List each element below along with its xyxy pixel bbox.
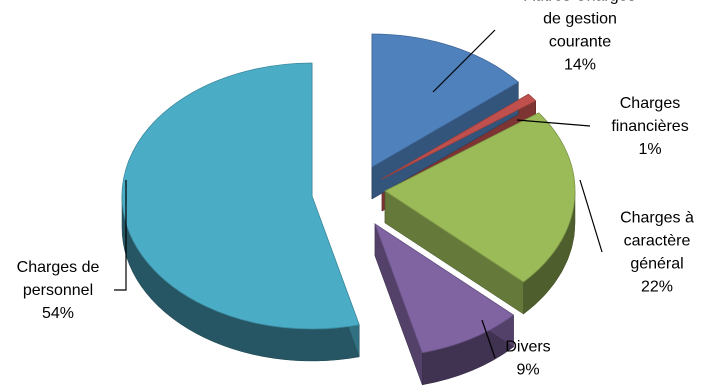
slice-label: Charges à <box>620 210 694 227</box>
leader-line-3 <box>481 319 496 359</box>
pie-slice-0 <box>371 33 520 168</box>
slice-labels: Autres Charges de gestion courante 14% Charg… <box>17 0 694 379</box>
leader-line-0 <box>432 29 496 93</box>
slice-label: courante <box>549 34 611 51</box>
slice-label: caractère <box>624 233 691 250</box>
slice-percent-label: 9% <box>516 362 539 379</box>
slice-percent-label: 22% <box>641 279 673 296</box>
slice-tops <box>121 33 576 354</box>
pie-slice-1 <box>381 93 537 180</box>
slice-label: de gestion <box>543 11 617 28</box>
leader-line-4 <box>114 180 127 291</box>
pie-slice-2 <box>384 112 576 283</box>
slice-label: Divers <box>505 339 550 356</box>
slice-percent-label: 1% <box>638 141 661 158</box>
slice-label: personnel <box>23 282 93 299</box>
slice-percent-label: 14% <box>564 57 596 74</box>
leader-line-2 <box>579 179 603 253</box>
pie-slice-4 <box>121 62 360 330</box>
slice-label: financières <box>611 118 688 135</box>
slice-label: général <box>630 256 683 273</box>
slice-label: Charges <box>620 95 680 112</box>
slice-label: Charges de <box>17 259 100 276</box>
pie-slice-3 <box>374 223 515 354</box>
leader-line-1 <box>516 119 591 127</box>
slice-percent-label: 54% <box>42 305 74 322</box>
slice-label: Autres Charges <box>524 0 635 5</box>
